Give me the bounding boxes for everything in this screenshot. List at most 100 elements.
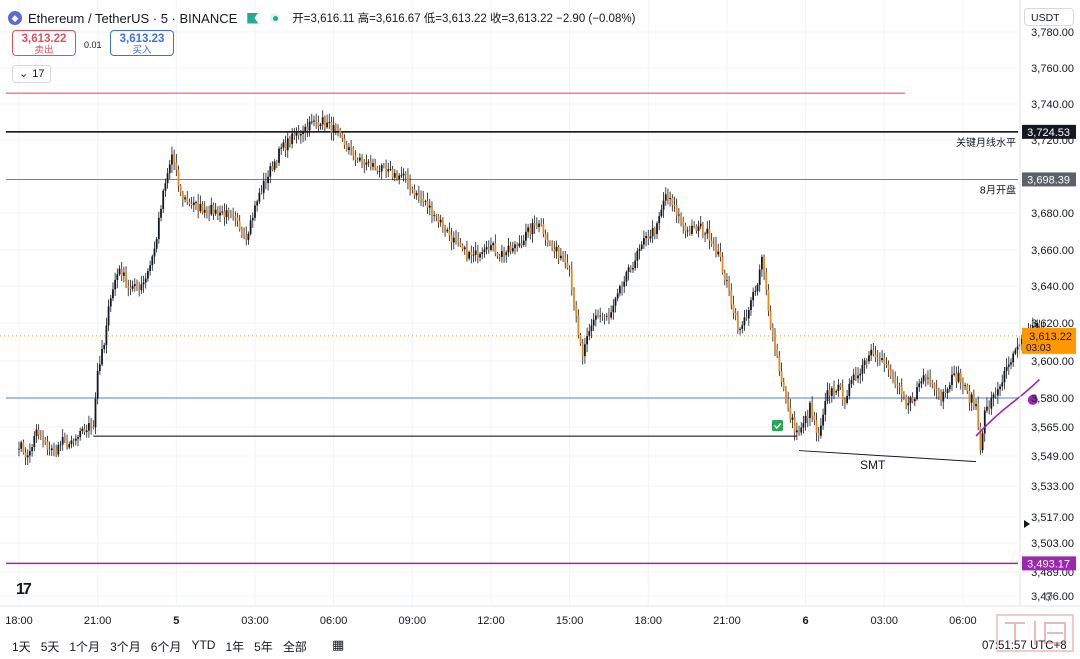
candle <box>610 305 613 320</box>
timeframe-button[interactable]: YTD <box>191 638 216 652</box>
flag-icon[interactable] <box>247 12 259 24</box>
candle <box>160 205 162 222</box>
candle <box>147 268 149 282</box>
candle <box>267 170 269 191</box>
timeframe-button[interactable]: 3个月 <box>110 640 141 654</box>
candle <box>638 244 641 260</box>
timeframe-button[interactable]: 5天 <box>40 640 60 654</box>
candle <box>710 232 713 247</box>
smt-line <box>799 450 977 463</box>
candle <box>282 139 285 151</box>
candle <box>411 186 414 194</box>
candle <box>972 389 975 411</box>
candle <box>29 443 31 463</box>
candle <box>942 388 945 410</box>
candle <box>378 165 381 178</box>
candle <box>72 438 75 447</box>
candle <box>802 415 805 434</box>
candle <box>420 190 422 207</box>
x-tick-label: 21:00 <box>84 615 112 627</box>
price-tag-label: 3,698.39 <box>1027 174 1070 186</box>
candle <box>675 198 678 224</box>
candle <box>439 214 442 227</box>
candle <box>562 251 564 263</box>
candle <box>739 327 741 336</box>
candle <box>693 220 696 229</box>
candle <box>251 212 254 228</box>
candle <box>542 218 545 238</box>
candle <box>629 265 632 273</box>
candle <box>881 349 883 363</box>
candle <box>365 154 368 171</box>
timeframe-button[interactable]: 1天 <box>12 640 31 654</box>
candle <box>265 172 267 190</box>
candle <box>55 444 58 458</box>
purple-curve <box>975 378 1040 437</box>
candle <box>457 232 460 247</box>
candle <box>94 392 97 434</box>
candle <box>171 146 173 173</box>
candle <box>77 434 79 447</box>
buy-button[interactable]: 3,613.23 买入 <box>110 30 174 56</box>
candle <box>896 376 899 395</box>
candle <box>859 368 862 384</box>
candle <box>653 226 656 240</box>
candle <box>514 240 516 255</box>
candle <box>400 166 403 179</box>
candle <box>830 386 833 403</box>
candle <box>70 435 73 449</box>
candle <box>903 391 905 401</box>
candle <box>868 350 870 365</box>
calendar-range-icon[interactable]: ▦ <box>332 637 345 652</box>
candle <box>704 231 706 243</box>
candle <box>557 244 560 265</box>
candle <box>968 384 971 411</box>
timeframe-button[interactable]: 1个月 <box>69 640 101 654</box>
candle <box>417 185 420 203</box>
candle <box>590 318 593 339</box>
currency-select[interactable]: USDT <box>1024 8 1074 26</box>
candle <box>164 178 167 197</box>
candle <box>219 205 221 223</box>
candle <box>391 165 394 181</box>
candle <box>361 154 363 169</box>
tradingview-logo-icon[interactable]: 17 <box>16 581 32 598</box>
candle <box>608 307 610 325</box>
y-tick-label: 3,476.00 <box>1031 591 1074 603</box>
candle <box>195 200 197 210</box>
candle <box>990 391 993 415</box>
settings-gear-icon[interactable]: ⚙ <box>1043 590 1054 604</box>
candle <box>723 269 726 286</box>
x-tick-label: 18:00 <box>635 615 663 627</box>
candle <box>157 211 160 244</box>
candle <box>680 212 682 227</box>
x-tick-label: 5 <box>173 615 179 627</box>
timeframe-button[interactable]: 1年 <box>225 640 245 654</box>
symbol-title[interactable]: Ethereum / TetherUS · 5 · BINANCE <box>28 10 238 26</box>
candle <box>389 160 392 172</box>
timeframe-button[interactable]: 5年 <box>254 640 273 654</box>
x-tick-label: 15:00 <box>556 615 584 627</box>
candle <box>833 380 835 400</box>
candle <box>66 434 68 450</box>
x-tick-label: 12:00 <box>477 615 505 627</box>
candle <box>422 190 425 207</box>
candle <box>254 200 256 221</box>
candle <box>817 426 820 442</box>
candle <box>380 163 383 180</box>
last-price-tag <box>1022 327 1076 354</box>
candle <box>234 211 237 227</box>
candle <box>240 226 243 238</box>
candle <box>441 217 444 233</box>
timeframe-button[interactable]: 6个月 <box>150 640 182 654</box>
candle <box>184 195 186 203</box>
candle <box>50 444 53 456</box>
candle <box>625 270 628 287</box>
timeframe-button[interactable]: 全部 <box>282 640 307 654</box>
sell-button[interactable]: 3,613.22 卖出 <box>12 30 76 56</box>
candle <box>374 158 377 171</box>
indicators-toggle[interactable]: ⌄ 17 <box>12 65 52 83</box>
ethereum-icon: ◆ <box>8 11 22 25</box>
candle <box>597 309 599 319</box>
